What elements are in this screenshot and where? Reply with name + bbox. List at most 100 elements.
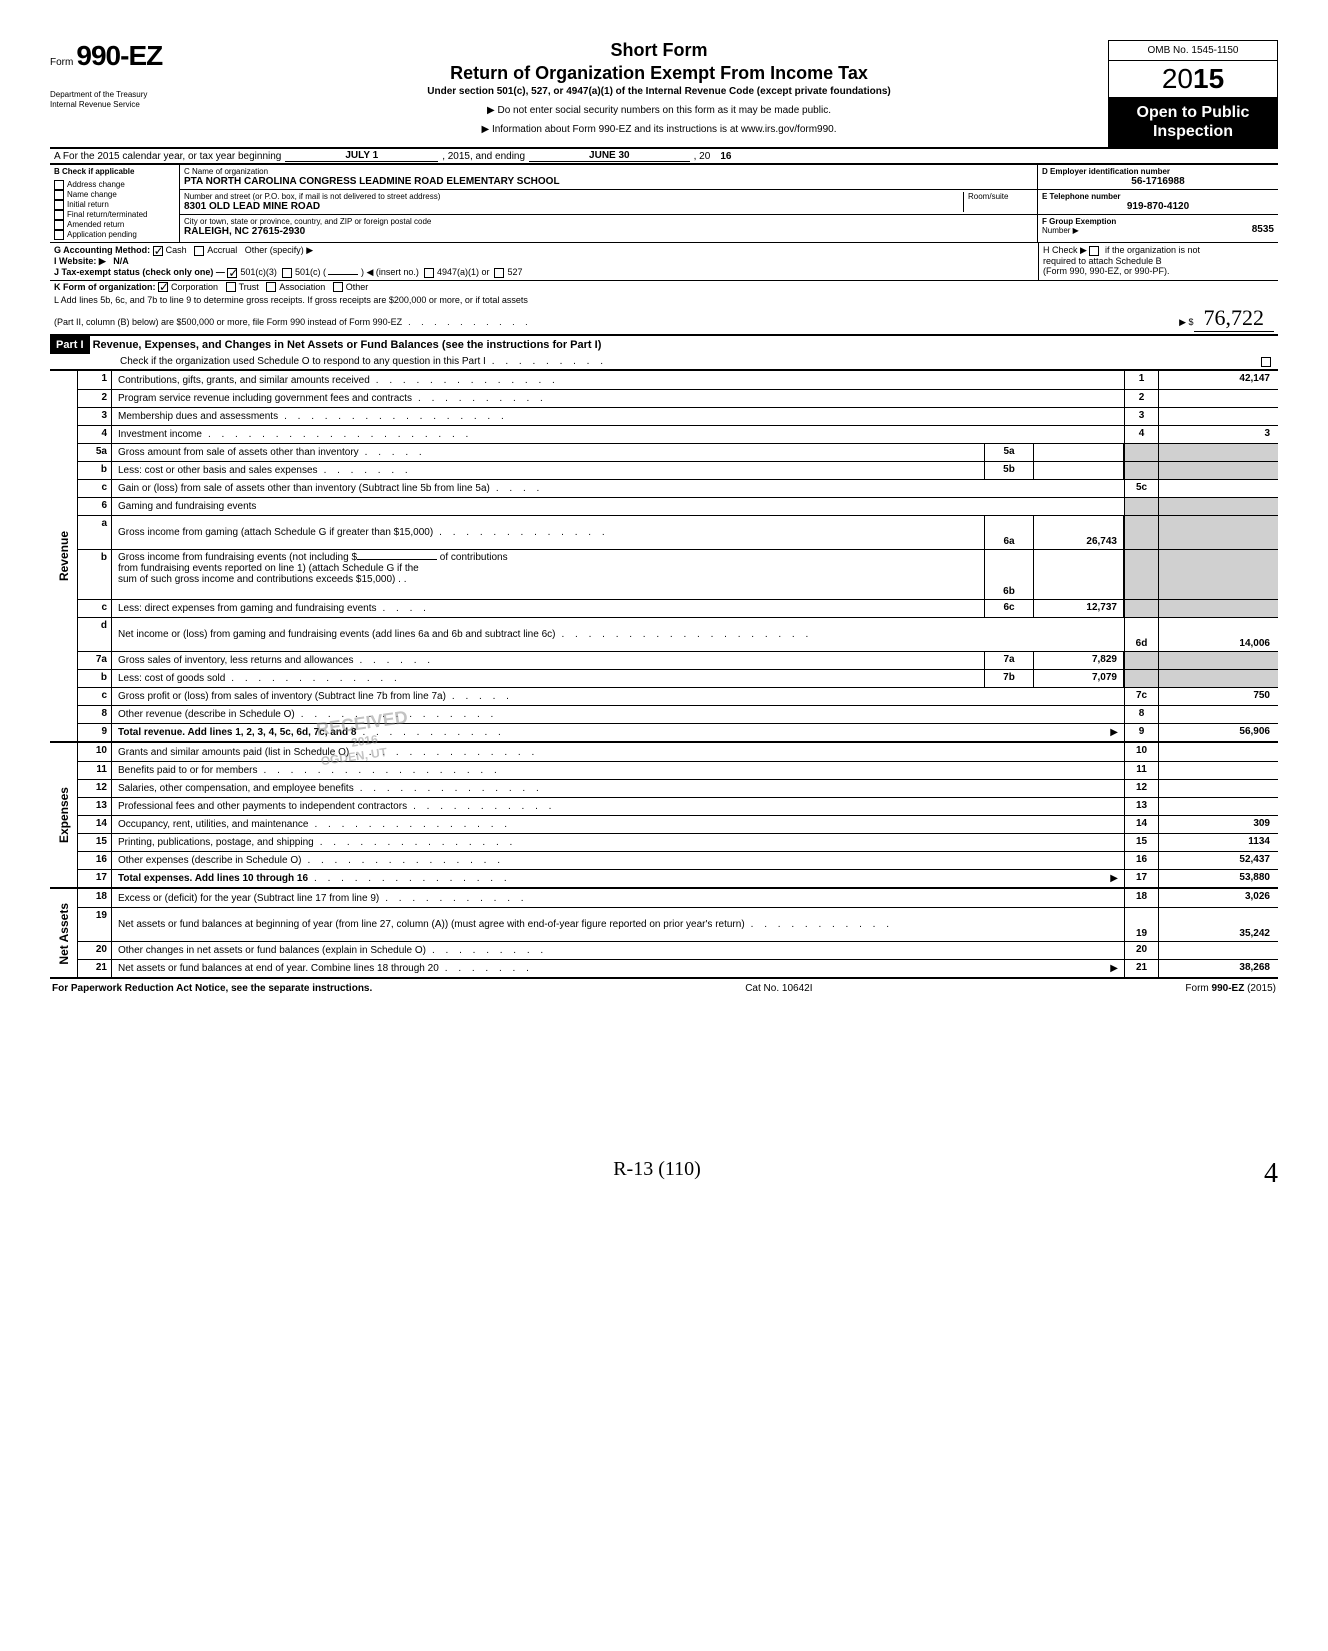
row-11-ln: 11 bbox=[1124, 762, 1158, 779]
label-group-exemption: F Group Exemption bbox=[1042, 217, 1252, 226]
line-l-text2: (Part II, column (B) below) are $500,000… bbox=[54, 317, 402, 327]
row-5b-ln-shaded bbox=[1124, 462, 1158, 479]
checkbox-amended-return[interactable] bbox=[54, 220, 64, 230]
row-10: 10 Grants and similar amounts paid (list… bbox=[78, 743, 1278, 761]
row-4: 4 Investment income. . . . . . . . . . .… bbox=[78, 425, 1278, 443]
checkbox-527[interactable] bbox=[494, 268, 504, 278]
row-18-desc: Excess or (deficit) for the year (Subtra… bbox=[118, 893, 379, 904]
checkbox-4947[interactable] bbox=[424, 268, 434, 278]
k-opt4: Other bbox=[346, 282, 369, 292]
h-text2: if the organization is not bbox=[1105, 245, 1200, 255]
line-h: H Check ▶ if the organization is not req… bbox=[1038, 243, 1278, 280]
column-c: C Name of organization PTA NORTH CAROLIN… bbox=[180, 165, 1038, 242]
k-opt1: Corporation bbox=[171, 282, 218, 292]
cb-label-0: Address change bbox=[67, 180, 125, 189]
revenue-label-text: Revenue bbox=[55, 527, 73, 585]
row-18-amt: 3,026 bbox=[1158, 889, 1278, 907]
checkbox-application-pending[interactable] bbox=[54, 230, 64, 240]
row-12-num: 12 bbox=[78, 780, 112, 797]
tax-year: 2015 bbox=[1108, 61, 1278, 97]
row-12-amt bbox=[1158, 780, 1278, 797]
row-19-amt: 35,242 bbox=[1158, 908, 1278, 941]
row-10-ln: 10 bbox=[1124, 743, 1158, 761]
row-3-amt bbox=[1158, 408, 1278, 425]
row-8-ln: 8 bbox=[1124, 706, 1158, 723]
row-19-desc: Net assets or fund balances at beginning… bbox=[118, 919, 745, 930]
row-20-amt bbox=[1158, 942, 1278, 959]
row-20-ln: 20 bbox=[1124, 942, 1158, 959]
row-1-desc: Contributions, gifts, grants, and simila… bbox=[118, 375, 370, 386]
row-6b-amt-shaded bbox=[1158, 550, 1278, 599]
row-8-num: 8 bbox=[78, 706, 112, 723]
row-7b-ln-shaded bbox=[1124, 670, 1158, 687]
year-bold: 15 bbox=[1193, 63, 1224, 94]
row-18: 18 Excess or (deficit) for the year (Sub… bbox=[78, 889, 1278, 907]
row-16-amt: 52,437 bbox=[1158, 852, 1278, 869]
checkbox-address-change[interactable] bbox=[54, 180, 64, 190]
row-6-num: 6 bbox=[78, 498, 112, 515]
row-5b-num: b bbox=[78, 462, 112, 479]
row-15-ln: 15 bbox=[1124, 834, 1158, 851]
dept-line1: Department of the Treasury bbox=[50, 90, 210, 100]
part-1-title: Revenue, Expenses, and Changes in Net As… bbox=[93, 339, 602, 351]
row-2: 2 Program service revenue including gove… bbox=[78, 389, 1278, 407]
row-14-amt: 309 bbox=[1158, 816, 1278, 833]
open-line2: Inspection bbox=[1112, 122, 1274, 141]
row-16: 16 Other expenses (describe in Schedule … bbox=[78, 851, 1278, 869]
row-7b-sub: 7b bbox=[984, 670, 1034, 687]
row-5a-sv bbox=[1034, 444, 1124, 461]
checkbox-initial-return[interactable] bbox=[54, 200, 64, 210]
net-assets-section: Net Assets 18 Excess or (deficit) for th… bbox=[50, 887, 1278, 977]
row-16-desc: Other expenses (describe in Schedule O) bbox=[118, 855, 301, 866]
line-j-label: J Tax-exempt status (check only one) — bbox=[54, 267, 225, 277]
row-12: 12 Salaries, other compensation, and emp… bbox=[78, 779, 1278, 797]
line-a-begin: JULY 1 bbox=[285, 150, 438, 162]
checkbox-association[interactable] bbox=[266, 282, 276, 292]
row-2-num: 2 bbox=[78, 390, 112, 407]
row-19-num: 19 bbox=[78, 908, 112, 941]
row-5a-sub: 5a bbox=[984, 444, 1034, 461]
column-d: D Employer identification number 56-1716… bbox=[1038, 165, 1278, 242]
row-13-amt bbox=[1158, 798, 1278, 815]
footer-right-prefix: Form bbox=[1185, 983, 1211, 994]
subtitle: Under section 501(c), 527, or 4947(a)(1)… bbox=[220, 86, 1098, 97]
row-6c-sub: 6c bbox=[984, 600, 1034, 617]
row-7a-desc: Gross sales of inventory, less returns a… bbox=[118, 655, 353, 666]
row-17-desc: Total expenses. Add lines 10 through 16 bbox=[118, 873, 308, 884]
line-i-label: I Website: ▶ bbox=[54, 256, 106, 266]
checkbox-501c3[interactable] bbox=[227, 268, 237, 278]
j-opt2b: ) ◀ (insert no.) bbox=[361, 267, 419, 277]
row-19-ln: 19 bbox=[1124, 908, 1158, 941]
line-a-end: JUNE 30 bbox=[529, 150, 690, 162]
checkbox-final-return[interactable] bbox=[54, 210, 64, 220]
checkbox-cash[interactable] bbox=[153, 246, 163, 256]
row-8-amt bbox=[1158, 706, 1278, 723]
checkbox-corporation[interactable] bbox=[158, 282, 168, 292]
row-5c-amt bbox=[1158, 480, 1278, 497]
checkbox-other-org[interactable] bbox=[333, 282, 343, 292]
label-telephone: E Telephone number bbox=[1042, 192, 1274, 201]
instruction-2: ▶ Information about Form 990-EZ and its … bbox=[220, 124, 1098, 135]
checkbox-501c[interactable] bbox=[282, 268, 292, 278]
label-group-exemption-2: Number ▶ bbox=[1042, 226, 1252, 235]
label-room: Room/suite bbox=[968, 192, 1033, 201]
checkbox-accrual[interactable] bbox=[194, 246, 204, 256]
instruction-1: ▶ Do not enter social security numbers o… bbox=[220, 105, 1098, 116]
line-k-label: K Form of organization: bbox=[54, 282, 156, 292]
line-a: A For the 2015 calendar year, or tax yea… bbox=[50, 147, 1278, 163]
org-name: PTA NORTH CAROLINA CONGRESS LEADMINE ROA… bbox=[184, 176, 1033, 187]
row-6b: b Gross income from fundraising events (… bbox=[78, 549, 1278, 599]
row-6d-amt: 14,006 bbox=[1158, 618, 1278, 651]
checkbox-schedule-o[interactable] bbox=[1261, 357, 1271, 367]
row-6b-d1: Gross income from fundraising events (no… bbox=[118, 552, 357, 563]
row-6a-desc: Gross income from gaming (attach Schedul… bbox=[118, 527, 433, 538]
col-b-title: B Check if applicable bbox=[54, 167, 175, 176]
netassets-side-label: Net Assets bbox=[50, 889, 78, 977]
row-7a-sub: 7a bbox=[984, 652, 1034, 669]
row-18-ln: 18 bbox=[1124, 889, 1158, 907]
checkbox-trust[interactable] bbox=[226, 282, 236, 292]
row-21: 21 Net assets or fund balances at end of… bbox=[78, 959, 1278, 977]
row-4-amt: 3 bbox=[1158, 426, 1278, 443]
checkbox-name-change[interactable] bbox=[54, 190, 64, 200]
checkbox-h[interactable] bbox=[1089, 246, 1099, 256]
